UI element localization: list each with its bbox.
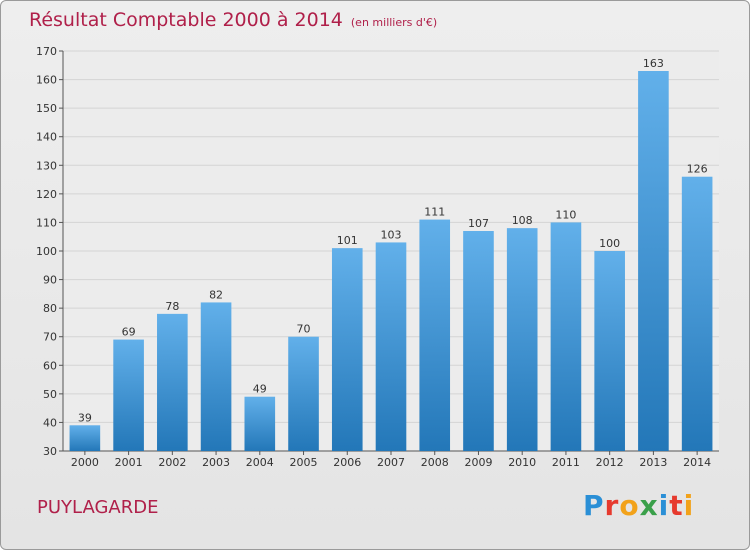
bar xyxy=(681,176,713,451)
bar-value-label: 103 xyxy=(381,228,402,241)
y-tick-label: 30 xyxy=(43,445,57,458)
bar-value-label: 69 xyxy=(122,326,136,339)
logo-letter: P xyxy=(583,489,605,522)
bar-value-label: 163 xyxy=(643,57,664,70)
bar xyxy=(419,219,451,451)
y-tick-label: 70 xyxy=(43,331,57,344)
x-tick-label: 2000 xyxy=(71,456,99,469)
bar-value-label: 111 xyxy=(424,206,445,219)
commune-name: PUYLAGARDE xyxy=(37,497,159,518)
bar xyxy=(594,251,625,451)
chart-units: (en milliers d'€) xyxy=(350,16,438,29)
bar-value-label: 101 xyxy=(337,234,358,247)
bar xyxy=(506,228,538,451)
bar-value-label: 107 xyxy=(468,217,489,230)
x-tick-label: 2007 xyxy=(377,456,405,469)
x-tick-label: 2008 xyxy=(421,456,449,469)
y-tick-label: 170 xyxy=(36,45,57,58)
bar xyxy=(331,248,363,451)
bar xyxy=(200,302,232,451)
bar-value-label: 70 xyxy=(297,323,311,336)
logo-letter: i xyxy=(683,489,695,522)
x-tick-label: 2001 xyxy=(115,456,143,469)
x-tick-label: 2010 xyxy=(508,456,536,469)
bar xyxy=(157,313,188,451)
x-tick-label: 2003 xyxy=(202,456,230,469)
bar xyxy=(375,242,407,451)
logo-letter: i xyxy=(658,489,670,522)
bar xyxy=(550,222,582,451)
y-tick-label: 100 xyxy=(36,245,57,258)
y-tick-label: 60 xyxy=(43,359,57,372)
chart-title-text: Résultat Comptable 2000 à 2014 xyxy=(29,9,343,31)
bar-value-label: 78 xyxy=(165,300,179,313)
y-tick-label: 120 xyxy=(36,188,57,201)
x-tick-label: 2009 xyxy=(464,456,492,469)
y-tick-label: 80 xyxy=(43,302,57,315)
y-tick-label: 140 xyxy=(36,131,57,144)
bar-value-label: 82 xyxy=(209,288,223,301)
bar xyxy=(69,425,101,451)
y-tick-label: 50 xyxy=(43,388,57,401)
x-tick-label: 2011 xyxy=(552,456,580,469)
bar xyxy=(244,396,276,451)
chart-title: Résultat Comptable 2000 à 2014 (en millie… xyxy=(29,9,437,31)
bar-value-label: 39 xyxy=(78,411,92,424)
x-tick-label: 2014 xyxy=(683,456,711,469)
logo-letter: r xyxy=(604,489,620,522)
bar xyxy=(638,71,669,451)
bar-value-label: 100 xyxy=(599,237,620,250)
y-tick-label: 150 xyxy=(36,102,57,115)
logo-letter: x xyxy=(639,489,659,522)
y-tick-label: 130 xyxy=(36,159,57,172)
logo-letter: o xyxy=(619,489,640,522)
bar xyxy=(463,231,494,451)
proxiti-logo: Proxiti xyxy=(583,489,694,522)
x-tick-label: 2002 xyxy=(158,456,186,469)
x-tick-label: 2012 xyxy=(596,456,624,469)
y-tick-label: 40 xyxy=(43,416,57,429)
bar-value-label: 126 xyxy=(687,163,708,176)
x-tick-label: 2013 xyxy=(639,456,667,469)
y-tick-label: 160 xyxy=(36,74,57,87)
x-tick-label: 2005 xyxy=(290,456,318,469)
y-tick-label: 90 xyxy=(43,274,57,287)
bar-value-label: 49 xyxy=(253,383,267,396)
y-tick-label: 110 xyxy=(36,216,57,229)
bar xyxy=(288,336,319,451)
logo-letter: t xyxy=(669,489,684,522)
bar xyxy=(113,339,144,451)
x-tick-label: 2006 xyxy=(333,456,361,469)
x-tick-label: 2004 xyxy=(246,456,274,469)
bar-value-label: 108 xyxy=(512,214,533,227)
bar-value-label: 110 xyxy=(555,208,576,221)
